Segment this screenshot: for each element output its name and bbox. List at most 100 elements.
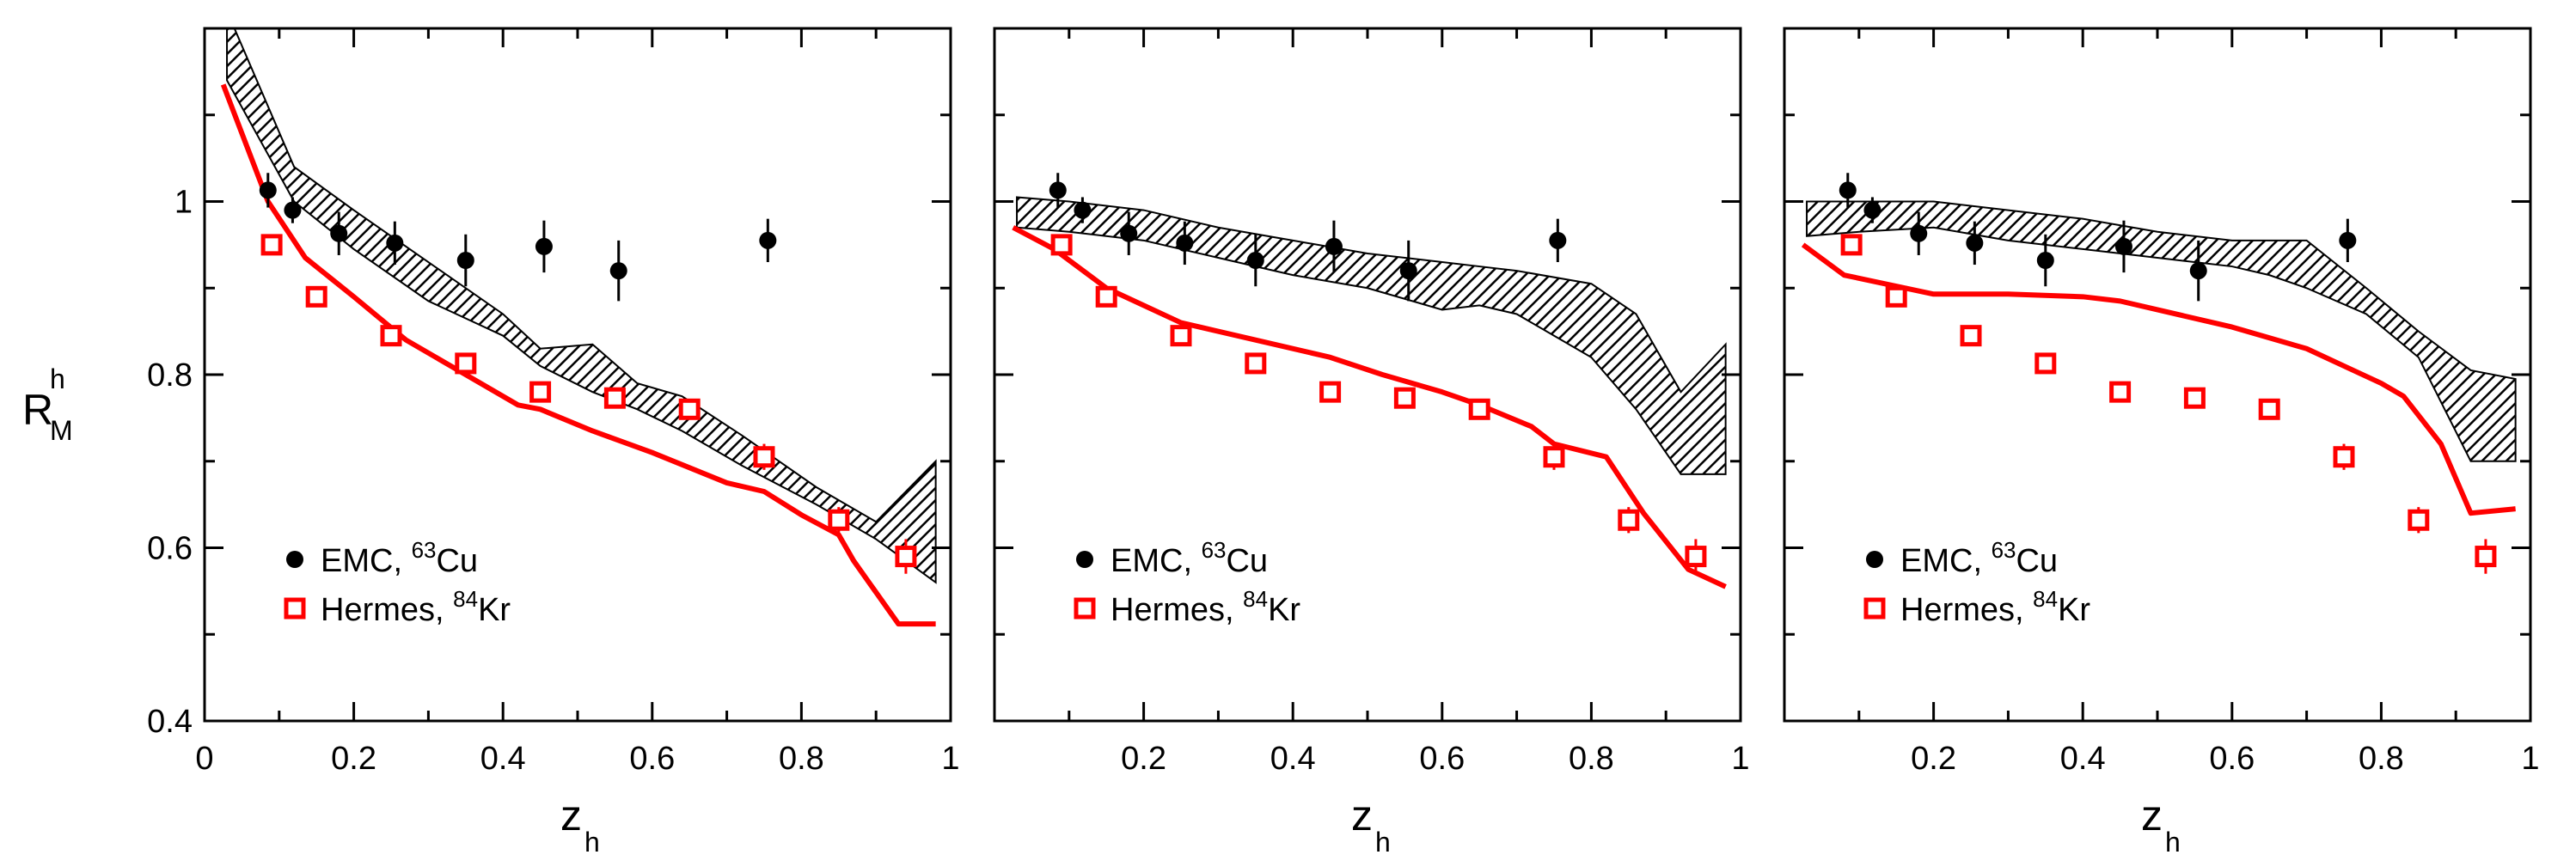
emc-point — [1325, 237, 1343, 255]
x-tick-label: 0.8 — [779, 741, 824, 777]
x-axis-label-sub: h — [1375, 827, 1391, 858]
y-axis-label-sup: h — [50, 363, 65, 394]
x-tick-label: 0.8 — [2359, 741, 2404, 777]
legend: EMC, 63Cu Hermes, 84Kr — [1074, 537, 1300, 628]
panel-right: 0.2 0.4 0.6 0.8 1 EMC, 63Cu Hermes, 84Kr — [1783, 27, 2540, 777]
hermes-point — [2408, 509, 2430, 531]
x-tick-label: 0.2 — [1911, 741, 1956, 777]
legend-emc-marker — [1076, 551, 1093, 568]
x-axis-label-sub: h — [584, 827, 600, 858]
legend-hermes-label: Hermes, 84Kr — [1111, 586, 1300, 628]
plot-area — [1801, 173, 2517, 574]
hermes-point — [2333, 446, 2355, 468]
hermes-point — [1840, 234, 1863, 256]
emc-point — [1549, 231, 1567, 249]
hermes-point — [1960, 325, 1982, 347]
hermes-point — [1095, 285, 1117, 308]
x-tick-label: 0.8 — [1569, 741, 1614, 777]
legend: EMC, 63Cu Hermes, 84Kr — [1863, 537, 2090, 628]
legend-hermes-marker — [1074, 597, 1096, 620]
hermes-point — [828, 509, 850, 531]
x-axis-label-sub: h — [2165, 827, 2181, 858]
hermes-point — [2034, 352, 2057, 375]
emc-point — [535, 237, 553, 255]
x-tick-label: 0.4 — [2060, 741, 2106, 777]
hermes-point — [2475, 546, 2497, 568]
panel-left: 0 0.2 0.4 0.6 0.8 1 0.4 0.6 0.8 1 EMC, 63Cu Hermes,… — [147, 27, 960, 777]
hermes-point — [2258, 398, 2280, 420]
legend-hermes-label: Hermes, 84Kr — [1900, 586, 2090, 628]
hermes-point — [2183, 387, 2206, 409]
x-axis-label-2: z h — [1351, 791, 1391, 858]
hermes-point — [678, 398, 701, 420]
emc-point — [1863, 201, 1882, 219]
emc-point — [259, 181, 277, 199]
legend-emc-label: EMC, 63Cu — [321, 537, 478, 579]
x-tick-label: 1 — [941, 741, 959, 777]
hermes-point — [1245, 352, 1267, 375]
hermes-point — [1543, 446, 1565, 468]
legend-hermes-marker — [284, 597, 306, 620]
y-axis-label-base: R — [22, 386, 53, 434]
plot-frame — [1783, 27, 2532, 723]
y-tick-label: 0.8 — [147, 357, 193, 394]
emc-point — [1049, 181, 1067, 199]
hermes-point — [305, 285, 327, 308]
legend: EMC, 63Cu Hermes, 84Kr — [284, 537, 511, 628]
x-tick-label: 1 — [1731, 741, 1749, 777]
x-tick-label: 0.2 — [331, 741, 376, 777]
hermes-point — [895, 546, 917, 568]
emc-point — [2189, 262, 2207, 280]
y-axis-label-sub: M — [50, 415, 73, 446]
legend-emc-marker — [1866, 551, 1883, 568]
x-tick-label: 0.6 — [2209, 741, 2255, 777]
hermes-point — [455, 352, 477, 375]
emc-point — [2339, 231, 2357, 249]
x-tick-label: 0 — [195, 741, 213, 777]
x-tick-label: 0.4 — [1270, 741, 1316, 777]
emc-point — [284, 201, 302, 219]
y-tick-label: 1 — [174, 185, 193, 221]
hermes-point — [753, 446, 775, 468]
hermes-point — [1050, 234, 1073, 256]
hermes-point — [1618, 509, 1640, 531]
emc-point — [609, 262, 627, 280]
panel-middle: 0.2 0.4 0.6 0.8 1 EMC, 63Cu Hermes, 84Kr — [993, 27, 1750, 777]
emc-point — [330, 224, 348, 242]
x-axis-label-3: z h — [2141, 791, 2181, 858]
emc-point — [386, 234, 404, 252]
emc-point — [1246, 252, 1264, 270]
uncertainty-band — [226, 28, 937, 584]
hermes-point — [1468, 398, 1490, 420]
model-curve — [220, 83, 936, 627]
legend-emc-label: EMC, 63Cu — [1900, 537, 2058, 579]
hermes-point — [1319, 381, 1342, 403]
uncertainty-band — [1806, 200, 2517, 462]
emc-point — [2114, 237, 2132, 255]
x-axis-label-base: z — [1351, 791, 1373, 840]
emc-point — [1910, 224, 1928, 242]
emc-point — [2036, 252, 2054, 270]
model-curve — [1012, 225, 1727, 589]
hermes-point — [1685, 546, 1707, 568]
hermes-point — [529, 381, 552, 403]
x-tick-label: 1 — [2521, 741, 2539, 777]
x-axis-label-base: z — [560, 791, 582, 840]
emc-point — [1399, 262, 1417, 280]
plot-area — [1012, 173, 1727, 589]
x-tick-label: 0.6 — [629, 741, 675, 777]
x-tick-label: 0.2 — [1121, 741, 1166, 777]
hermes-point — [1885, 285, 1907, 308]
emc-point — [456, 252, 474, 270]
y-tick-label: 0.4 — [147, 704, 193, 740]
emc-point — [759, 231, 777, 249]
x-tick-label: 0.4 — [480, 741, 526, 777]
x-tick-label: 0.6 — [1419, 741, 1465, 777]
hermes-point — [2109, 381, 2132, 403]
legend-emc-label: EMC, 63Cu — [1111, 537, 1268, 579]
y-tick-label: 0.6 — [147, 531, 193, 567]
hermes-point — [260, 234, 283, 256]
emc-point — [1839, 181, 1857, 199]
emc-point — [1074, 201, 1092, 219]
uncertainty-band — [1016, 196, 1727, 475]
